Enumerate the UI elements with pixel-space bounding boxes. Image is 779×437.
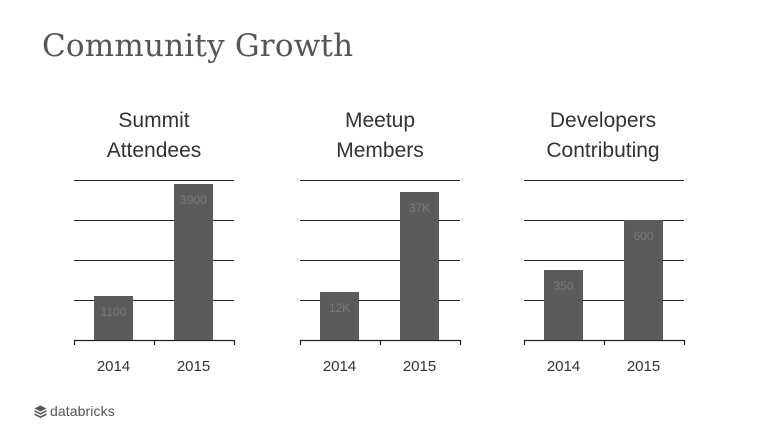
x-tick-label: 2015: [627, 358, 660, 375]
bar-2015: [174, 184, 213, 340]
chart-meetup-members: 12K 2014 37K 2015: [299, 180, 462, 375]
brand-name: databricks: [50, 403, 115, 419]
bar-value-label: 3900: [180, 193, 207, 207]
chart-title-line: Meetup: [344, 109, 416, 132]
chart-title-line: Contributing: [546, 139, 660, 162]
x-tick-label: 2014: [97, 358, 130, 375]
bar-2015: [400, 192, 439, 340]
x-tick-label: 2014: [323, 358, 356, 375]
bar-value-label: 37K: [409, 201, 430, 215]
bar-2014: [320, 292, 359, 340]
chart-summit-attendees: 1100 2014 3900 2015: [73, 180, 236, 375]
x-tick-label: 2015: [177, 358, 210, 375]
chart-title-meetup-members: Meetup Members: [280, 106, 480, 166]
databricks-logo: databricks: [34, 403, 115, 419]
stacked-bricks-icon: [34, 405, 47, 418]
chart-title-line: Developers: [549, 109, 657, 132]
chart-developers-contributing: 350 2014 600 2015: [523, 180, 686, 375]
bar-value-label: 600: [633, 229, 653, 243]
slide-title: Community Growth: [42, 28, 354, 64]
chart-title-line: Attendees: [106, 139, 202, 162]
chart-title-developers-contributing: Developers Contributing: [503, 106, 703, 166]
chart-title-line: Members: [336, 139, 424, 162]
bar-value-label: 350: [553, 279, 573, 293]
chart-title-line: Summit: [118, 109, 190, 132]
bar-2014: [94, 296, 133, 340]
chart-title-summit-attendees: Summit Attendees: [54, 106, 254, 166]
bar-2015: [624, 220, 663, 340]
bar-value-label: 12K: [329, 301, 350, 315]
bar-value-label: 1100: [101, 305, 127, 319]
x-tick-label: 2014: [547, 358, 580, 375]
x-tick-label: 2015: [403, 358, 436, 375]
bar-2014: [544, 270, 583, 340]
